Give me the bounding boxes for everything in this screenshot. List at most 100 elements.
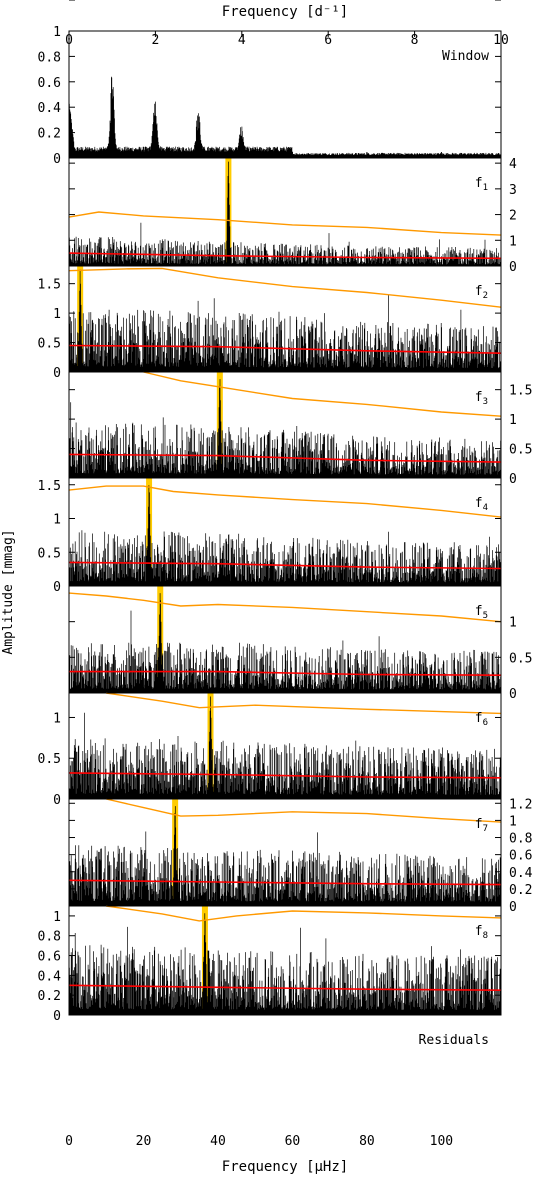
spectrum-f5 [69, 593, 501, 693]
y-tick-label-f7: 1.2 [509, 797, 532, 812]
y-axis-label: Amplitude [mmag] [1, 529, 16, 654]
y-tick-label-f1: 0 [509, 260, 517, 275]
panel-frame-f1 [68, 157, 502, 267]
y-tick-label-residuals: 0.2 [509, 0, 532, 4]
y-tick-label-f7: 1 [509, 814, 517, 829]
y-tick-label-f6: 0 [53, 793, 61, 808]
y-tick-label-f1: 1 [509, 234, 517, 249]
noise-line-f1 [68, 252, 502, 260]
threshold-line-f4 [68, 485, 502, 518]
panel-label-f3: f3 [475, 390, 488, 407]
panel-f5: 0 0.5 1 f5 [68, 585, 532, 702]
panel-f3: 0 0.5 1 1.5 f3 [68, 371, 532, 487]
panel-f4: 0 0.5 1 1.5 f4 [38, 477, 502, 595]
y-tick-label-residuals: 0 [509, 0, 517, 4]
spectrum-f3 [69, 379, 501, 478]
bottom-tick-label: 100 [430, 1134, 453, 1149]
y-tick-label-window: 0.8 [38, 50, 61, 65]
panel-frame-f8 [68, 905, 502, 1016]
panel-label-window: Window [442, 49, 489, 64]
panel-label-f8: f8 [475, 924, 488, 941]
bottom-axis-label: Frequency [μHz] [222, 1159, 348, 1175]
panel-f8: 0 0.2 0.4 0.6 0.8 1 f8 [38, 905, 502, 1024]
y-tick-label-residuals: 1 [509, 0, 517, 4]
threshold-line-f6 [106, 692, 502, 715]
noise-line-f8 [68, 984, 502, 991]
panel-label-f1: f1 [475, 176, 488, 193]
y-tick-label-f8: 1 [53, 910, 61, 925]
top-tick-label: 8 [411, 33, 419, 48]
panel-window: 0 0.2 0.4 0.6 0.8 1 Window [38, 25, 502, 167]
y-tick-label-f4: 1 [53, 513, 61, 528]
y-tick-label-f2: 1.5 [38, 278, 61, 293]
y-tick-label-f1: 2 [509, 209, 517, 224]
y-tick-label-f2: 0.5 [38, 337, 61, 352]
spectrum-f7 [69, 806, 501, 906]
y-tick-label-f4: 0.5 [38, 546, 61, 561]
y-tick-label-f7: 0.6 [509, 849, 532, 864]
panel-frame-window [68, 30, 502, 159]
panel-f2: 0 0.5 1 1.5 f2 [38, 265, 502, 381]
spectrum-f4 [69, 485, 501, 586]
panel-label-f4: f4 [475, 496, 488, 513]
bottom-tick-label: 0 [65, 1134, 73, 1149]
bottom-tick-label: 40 [210, 1134, 226, 1149]
spectrum-window [69, 76, 501, 158]
top-tick-label: 4 [238, 33, 246, 48]
panel-residuals: 00.20.40.60.81Residuals [69, 0, 533, 1048]
y-tick-label-f7: 0 [509, 900, 517, 915]
y-tick-label-f4: 1.5 [38, 479, 61, 494]
y-tick-label-f5: 1 [509, 616, 517, 631]
spectrum-f1 [69, 161, 501, 266]
threshold-line-f2 [68, 267, 502, 308]
threshold-line-f5 [68, 592, 502, 623]
threshold-line-f1 [68, 211, 502, 236]
top-tick-label: 0 [65, 33, 73, 48]
spectrum-f8 [69, 913, 501, 1015]
y-tick-label-f4: 0 [53, 580, 61, 595]
y-tick-label-window: 0 [53, 152, 61, 167]
top-tick-label: 2 [151, 33, 159, 48]
y-tick-label-residuals: 0.4 [509, 0, 533, 4]
panel-label-f6: f6 [475, 711, 488, 728]
noise-line-f6 [68, 772, 502, 779]
y-tick-label-f8: 0.2 [38, 989, 61, 1004]
y-tick-label-f6: 0.5 [38, 752, 61, 767]
y-tick-label-f6: 1 [53, 711, 61, 726]
bottom-tick-label: 80 [359, 1134, 375, 1149]
y-tick-label-f8: 0.6 [38, 950, 61, 965]
y-tick-label-f2: 1 [53, 307, 61, 322]
y-tick-label-residuals: 0.6 [509, 0, 532, 4]
y-tick-label-window: 0.6 [38, 76, 61, 91]
y-tick-label-f8: 0.8 [38, 930, 61, 945]
threshold-line-f8 [106, 905, 502, 922]
bottom-tick-label: 20 [136, 1134, 152, 1149]
panel-label-f2: f2 [475, 284, 488, 301]
y-tick-label-f7: 0.2 [509, 883, 532, 898]
y-tick-label-f3: 0 [509, 472, 517, 487]
spectrum-f2 [69, 269, 501, 372]
y-tick-label-f7: 0.4 [509, 866, 533, 881]
panel-label-f7: f7 [475, 817, 488, 834]
noise-line-f5 [69, 670, 502, 677]
y-tick-label-f8: 0 [53, 1009, 61, 1024]
y-tick-label-residuals: 0.8 [509, 0, 532, 4]
noise-line-f2 [68, 344, 502, 354]
y-tick-label-f5: 0.5 [509, 651, 532, 666]
top-tick-label: 10 [493, 33, 509, 48]
panel-f1: 0 1 2 3 4 f1 [68, 157, 517, 275]
panel-label-f5: f5 [475, 604, 488, 621]
top-axis-label: Frequency [d⁻¹] [222, 4, 348, 20]
y-tick-label-f3: 1 [509, 413, 517, 428]
y-tick-label-f1: 3 [509, 183, 517, 198]
threshold-line-f3 [143, 371, 502, 417]
y-tick-label-f2: 0 [53, 366, 61, 381]
y-tick-label-f3: 0.5 [509, 443, 532, 458]
threshold-line-f7 [106, 798, 502, 823]
y-tick-label-f3: 1.5 [509, 384, 532, 399]
noise-line-f3 [68, 453, 502, 463]
panel-f6: 0 0.5 1 f6 [38, 692, 502, 808]
bottom-tick-label: 60 [285, 1134, 301, 1149]
